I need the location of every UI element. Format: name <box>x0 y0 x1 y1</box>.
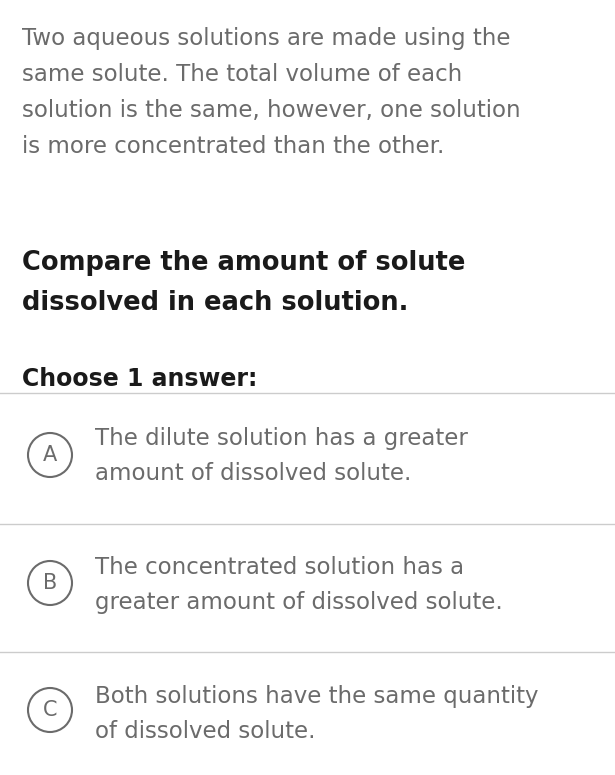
Text: Choose 1 answer:: Choose 1 answer: <box>22 367 257 391</box>
Text: The concentrated solution has a: The concentrated solution has a <box>95 556 464 580</box>
Text: is more concentrated than the other.: is more concentrated than the other. <box>22 135 445 158</box>
Text: B: B <box>43 573 57 593</box>
Text: greater amount of dissolved solute.: greater amount of dissolved solute. <box>95 591 502 614</box>
Text: dissolved in each solution.: dissolved in each solution. <box>22 290 408 316</box>
Text: same solute. The total volume of each: same solute. The total volume of each <box>22 63 462 86</box>
Text: Compare the amount of solute: Compare the amount of solute <box>22 250 466 276</box>
Text: Both solutions have the same quantity: Both solutions have the same quantity <box>95 686 539 708</box>
Text: solution is the same, however, one solution: solution is the same, however, one solut… <box>22 99 521 122</box>
Text: The dilute solution has a greater: The dilute solution has a greater <box>95 428 468 450</box>
Text: C: C <box>43 700 57 720</box>
Text: A: A <box>43 445 57 465</box>
Text: amount of dissolved solute.: amount of dissolved solute. <box>95 461 411 484</box>
Text: Two aqueous solutions are made using the: Two aqueous solutions are made using the <box>22 27 510 50</box>
Text: of dissolved solute.: of dissolved solute. <box>95 719 315 742</box>
